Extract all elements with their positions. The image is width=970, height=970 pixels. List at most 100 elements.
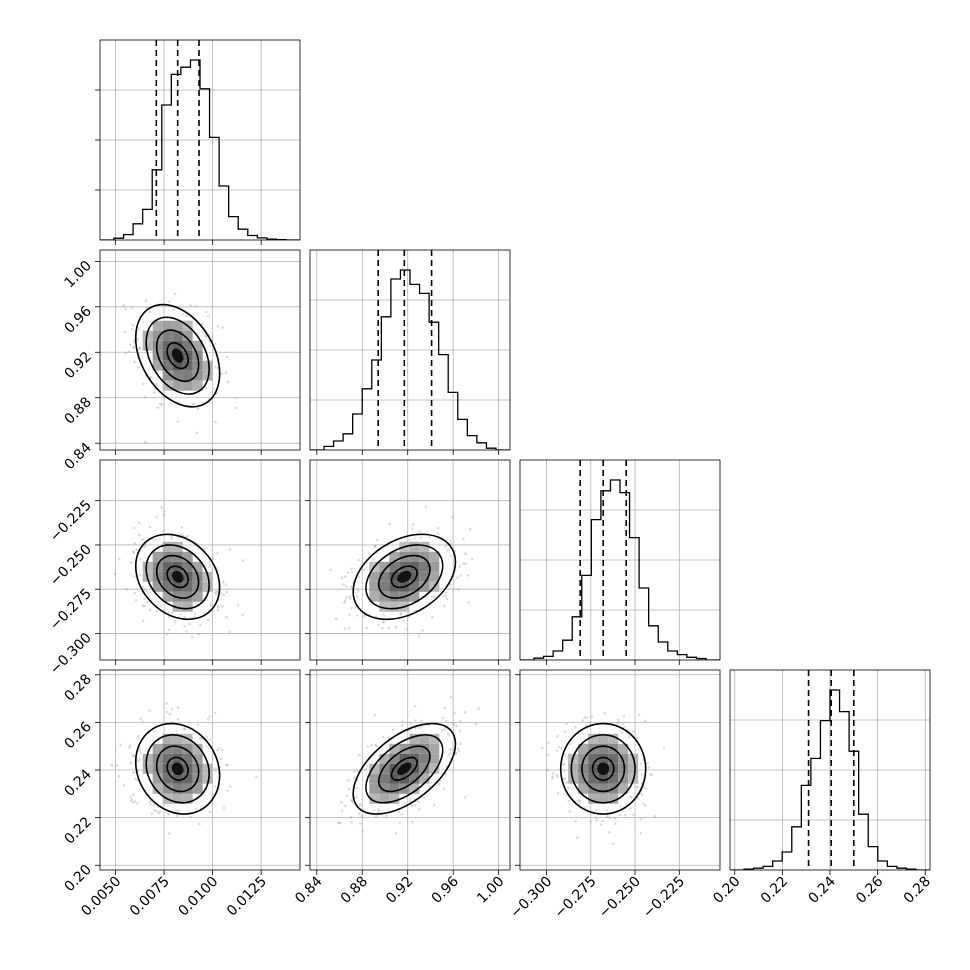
scatter-point <box>357 558 361 562</box>
scatter-point <box>583 716 586 719</box>
density-cell <box>409 571 420 582</box>
density-cell <box>409 783 420 794</box>
scatter-point <box>200 322 204 325</box>
scatter-point <box>234 396 238 400</box>
panel-3-3: 0.20 0.22 0.24 0.26 0.28 <box>710 669 934 907</box>
panel-frame <box>309 459 511 661</box>
scatter-point <box>143 440 147 444</box>
scatter-point <box>234 406 238 410</box>
x-tick-label: −0.225 <box>640 874 688 922</box>
density-cell <box>379 581 390 592</box>
contour-level-1 <box>377 554 431 599</box>
density-cell <box>598 773 609 784</box>
scatter-point <box>643 719 647 722</box>
density-cell <box>202 773 213 784</box>
scatter-point <box>203 335 207 339</box>
scatter-point <box>340 801 343 804</box>
panel-frame <box>309 249 511 451</box>
scatter-point <box>206 744 209 748</box>
scatter-point <box>399 612 403 616</box>
scatter-point <box>626 733 630 736</box>
scatter-point <box>360 814 364 818</box>
scatter-point <box>348 595 352 598</box>
density-cell <box>409 733 420 744</box>
x-tick-label: 0.88 <box>338 874 371 907</box>
contour-level-1 <box>377 745 431 793</box>
scatter-point <box>372 809 375 812</box>
scatter-point <box>448 734 451 737</box>
density-cell <box>172 793 183 804</box>
panel-3-2: −0.300−0.275−0.250−0.225 <box>507 669 721 922</box>
scatter-point <box>173 620 177 623</box>
panel-0-0 <box>95 39 301 245</box>
scatter-point <box>556 735 559 738</box>
scatter-point <box>343 599 347 602</box>
density-cell <box>192 591 203 602</box>
scatter-point <box>208 810 212 814</box>
scatter-point <box>578 799 582 803</box>
scatter-point <box>132 754 136 758</box>
contour-level-2 <box>145 734 210 804</box>
scatter-point <box>133 360 136 363</box>
density-cell <box>598 793 609 804</box>
density-cell <box>419 763 430 774</box>
scatter-point <box>212 387 216 391</box>
y-tick-label: 0.26 <box>61 719 94 752</box>
scatter-point <box>413 536 417 540</box>
scatter-point <box>209 344 212 348</box>
plot-area <box>336 695 481 835</box>
contour-level-2 <box>145 544 210 610</box>
density-cell <box>172 733 183 744</box>
scatter-point <box>340 576 344 579</box>
scatter-point <box>409 721 413 724</box>
scatter-point <box>225 590 229 594</box>
scatter-point <box>160 403 164 406</box>
scatter-point <box>144 299 148 302</box>
scatter-point <box>154 538 157 542</box>
scatter-point <box>128 744 132 747</box>
scatter-point <box>183 625 186 628</box>
scatter-point <box>350 799 354 802</box>
scatter-point <box>157 811 161 815</box>
scatter-point <box>213 711 217 714</box>
scatter-point <box>408 538 411 542</box>
scatter-point <box>380 626 384 630</box>
scatter-point <box>363 614 366 618</box>
scatter-point <box>194 807 198 811</box>
scatter-point <box>605 808 609 812</box>
scatter-point <box>146 600 149 604</box>
scatter-point <box>446 549 450 552</box>
scatter-point <box>563 769 566 772</box>
x-tick-label: −0.250 <box>596 874 644 922</box>
scatter-point <box>149 376 153 380</box>
scatter-point <box>456 576 459 579</box>
scatter-point <box>138 557 142 561</box>
scatter-point <box>133 591 137 595</box>
scatter-point <box>350 570 354 574</box>
scatter-point <box>148 709 151 712</box>
density-cell <box>429 571 440 582</box>
density-cell <box>369 581 380 592</box>
density-peak <box>397 762 412 776</box>
contour-level-0 <box>166 756 189 781</box>
x-tick-label: 0.0125 <box>224 874 270 920</box>
scatter-point <box>377 809 381 813</box>
density-cell <box>152 551 163 562</box>
scatter-point <box>127 350 130 354</box>
density-cell <box>162 591 173 602</box>
density-cell <box>182 561 193 572</box>
scatter-point <box>162 529 165 532</box>
scatter-point <box>418 529 421 533</box>
scatter-point <box>144 544 148 547</box>
scatter-point <box>122 304 126 307</box>
scatter-point <box>540 746 544 750</box>
scatter-point <box>148 800 152 804</box>
contour-level-1 <box>581 745 626 793</box>
scatter-point <box>372 558 375 561</box>
scatter-point <box>617 721 621 724</box>
scatter-point <box>644 787 648 791</box>
scatter-point <box>349 585 353 589</box>
scatter-point <box>129 795 132 798</box>
scatter-point <box>359 802 362 806</box>
scatter-point <box>417 726 421 729</box>
